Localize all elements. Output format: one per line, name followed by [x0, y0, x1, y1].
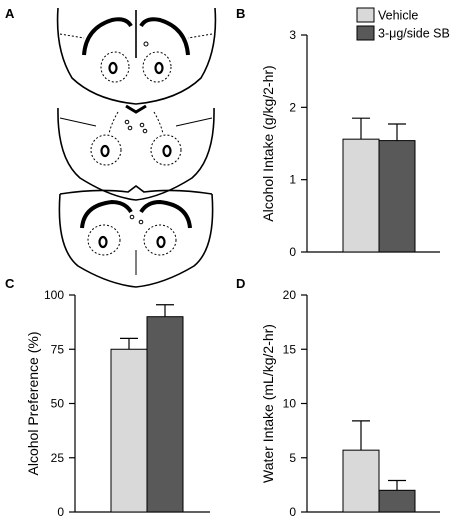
bar-alcohol-intake-drug: [378, 140, 416, 253]
panel-letter-d: D: [236, 276, 245, 291]
bar-alcohol-preference-drug: [146, 316, 184, 513]
chart-alcohol-intake: 0 1 2 3 Alcohol Intake (g/kg/2-hr): [260, 28, 440, 259]
brain-section-bottom: [58, 185, 214, 288]
panel-letter-c: C: [5, 276, 15, 291]
y-tick-label-water-intake-1: 5: [289, 451, 296, 465]
y-tick-label-water-intake-0: 0: [289, 505, 296, 519]
brain-section-top: [56, 7, 217, 105]
brain-section-diagrams: [56, 7, 217, 288]
y-tick-label-alcohol-intake-3: 3: [289, 28, 296, 42]
brain-section-middle: [57, 104, 215, 201]
legend-label-vehicle: Vehicle: [378, 9, 418, 23]
y-axis-title-alcohol-intake: Alcohol Intake (g/kg/2-hr): [260, 65, 276, 221]
bar-alcohol-preference-vehicle: [110, 348, 148, 513]
y-tick-label-alcohol-preference-2: 50: [51, 397, 65, 411]
bar-water-intake-drug: [378, 489, 416, 513]
legend-swatch-drug: [356, 25, 375, 41]
legend-label-drug: 3-μg/side SB: [378, 27, 450, 41]
y-tick-label-alcohol-preference-4: 100: [44, 288, 64, 302]
legend-swatch-vehicle: [356, 7, 375, 23]
y-tick-label-water-intake-4: 20: [283, 288, 297, 302]
bar-water-intake-vehicle: [342, 449, 380, 513]
y-tick-label-alcohol-intake-2: 2: [289, 100, 296, 114]
y-tick-label-alcohol-preference-0: 0: [57, 505, 64, 519]
y-tick-label-water-intake-3: 15: [283, 342, 297, 356]
y-tick-label-water-intake-2: 10: [283, 397, 297, 411]
panel-letter-a: A: [5, 6, 15, 21]
bar-alcohol-intake-vehicle: [342, 138, 380, 253]
chart-water-intake: 0 5 10 15 20 Water Intake (mL/kg/2-hr): [260, 288, 440, 519]
y-tick-label-alcohol-preference-3: 75: [51, 342, 65, 356]
panel-letter-b: B: [236, 6, 245, 21]
chart-alcohol-preference: 0 25 50 75 100 Alcohol Preference (%): [25, 288, 210, 519]
y-tick-label-alcohol-intake-0: 0: [289, 245, 296, 259]
y-tick-label-alcohol-intake-1: 1: [289, 173, 296, 187]
y-tick-label-alcohol-preference-1: 25: [51, 451, 65, 465]
y-axis-title-alcohol-preference: Alcohol Preference (%): [25, 332, 41, 476]
y-axis-title-water-intake: Water Intake (mL/kg/2-hr): [260, 324, 276, 483]
legend: Vehicle 3-μg/side SB: [356, 7, 450, 41]
